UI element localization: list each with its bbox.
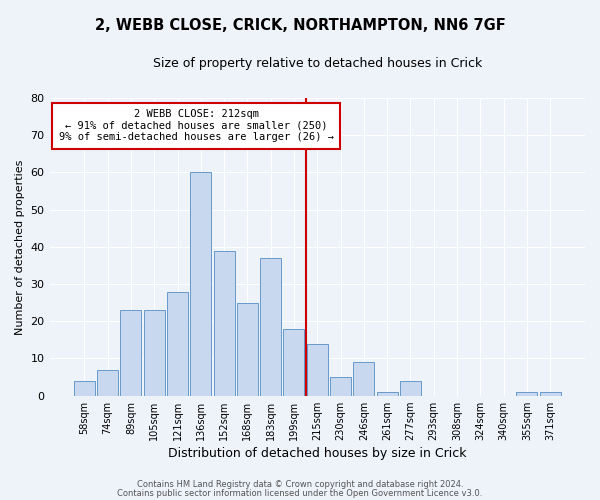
Bar: [260, 258, 281, 396]
Bar: [377, 392, 398, 396]
Title: Size of property relative to detached houses in Crick: Size of property relative to detached ho…: [152, 58, 482, 70]
X-axis label: Distribution of detached houses by size in Crick: Distribution of detached houses by size …: [168, 447, 467, 460]
Bar: [283, 328, 304, 396]
Bar: [190, 172, 211, 396]
Bar: [97, 370, 118, 396]
Bar: [517, 392, 538, 396]
Bar: [74, 381, 95, 396]
Bar: [214, 250, 235, 396]
Bar: [330, 377, 351, 396]
Bar: [353, 362, 374, 396]
Text: 2 WEBB CLOSE: 212sqm
← 91% of detached houses are smaller (250)
9% of semi-detac: 2 WEBB CLOSE: 212sqm ← 91% of detached h…: [59, 109, 334, 142]
Text: Contains public sector information licensed under the Open Government Licence v3: Contains public sector information licen…: [118, 488, 482, 498]
Bar: [539, 392, 560, 396]
Y-axis label: Number of detached properties: Number of detached properties: [15, 159, 25, 334]
Text: 2, WEBB CLOSE, CRICK, NORTHAMPTON, NN6 7GF: 2, WEBB CLOSE, CRICK, NORTHAMPTON, NN6 7…: [95, 18, 505, 32]
Bar: [144, 310, 165, 396]
Bar: [307, 344, 328, 396]
Bar: [167, 292, 188, 396]
Bar: [237, 302, 258, 396]
Bar: [400, 381, 421, 396]
Bar: [121, 310, 142, 396]
Text: Contains HM Land Registry data © Crown copyright and database right 2024.: Contains HM Land Registry data © Crown c…: [137, 480, 463, 489]
